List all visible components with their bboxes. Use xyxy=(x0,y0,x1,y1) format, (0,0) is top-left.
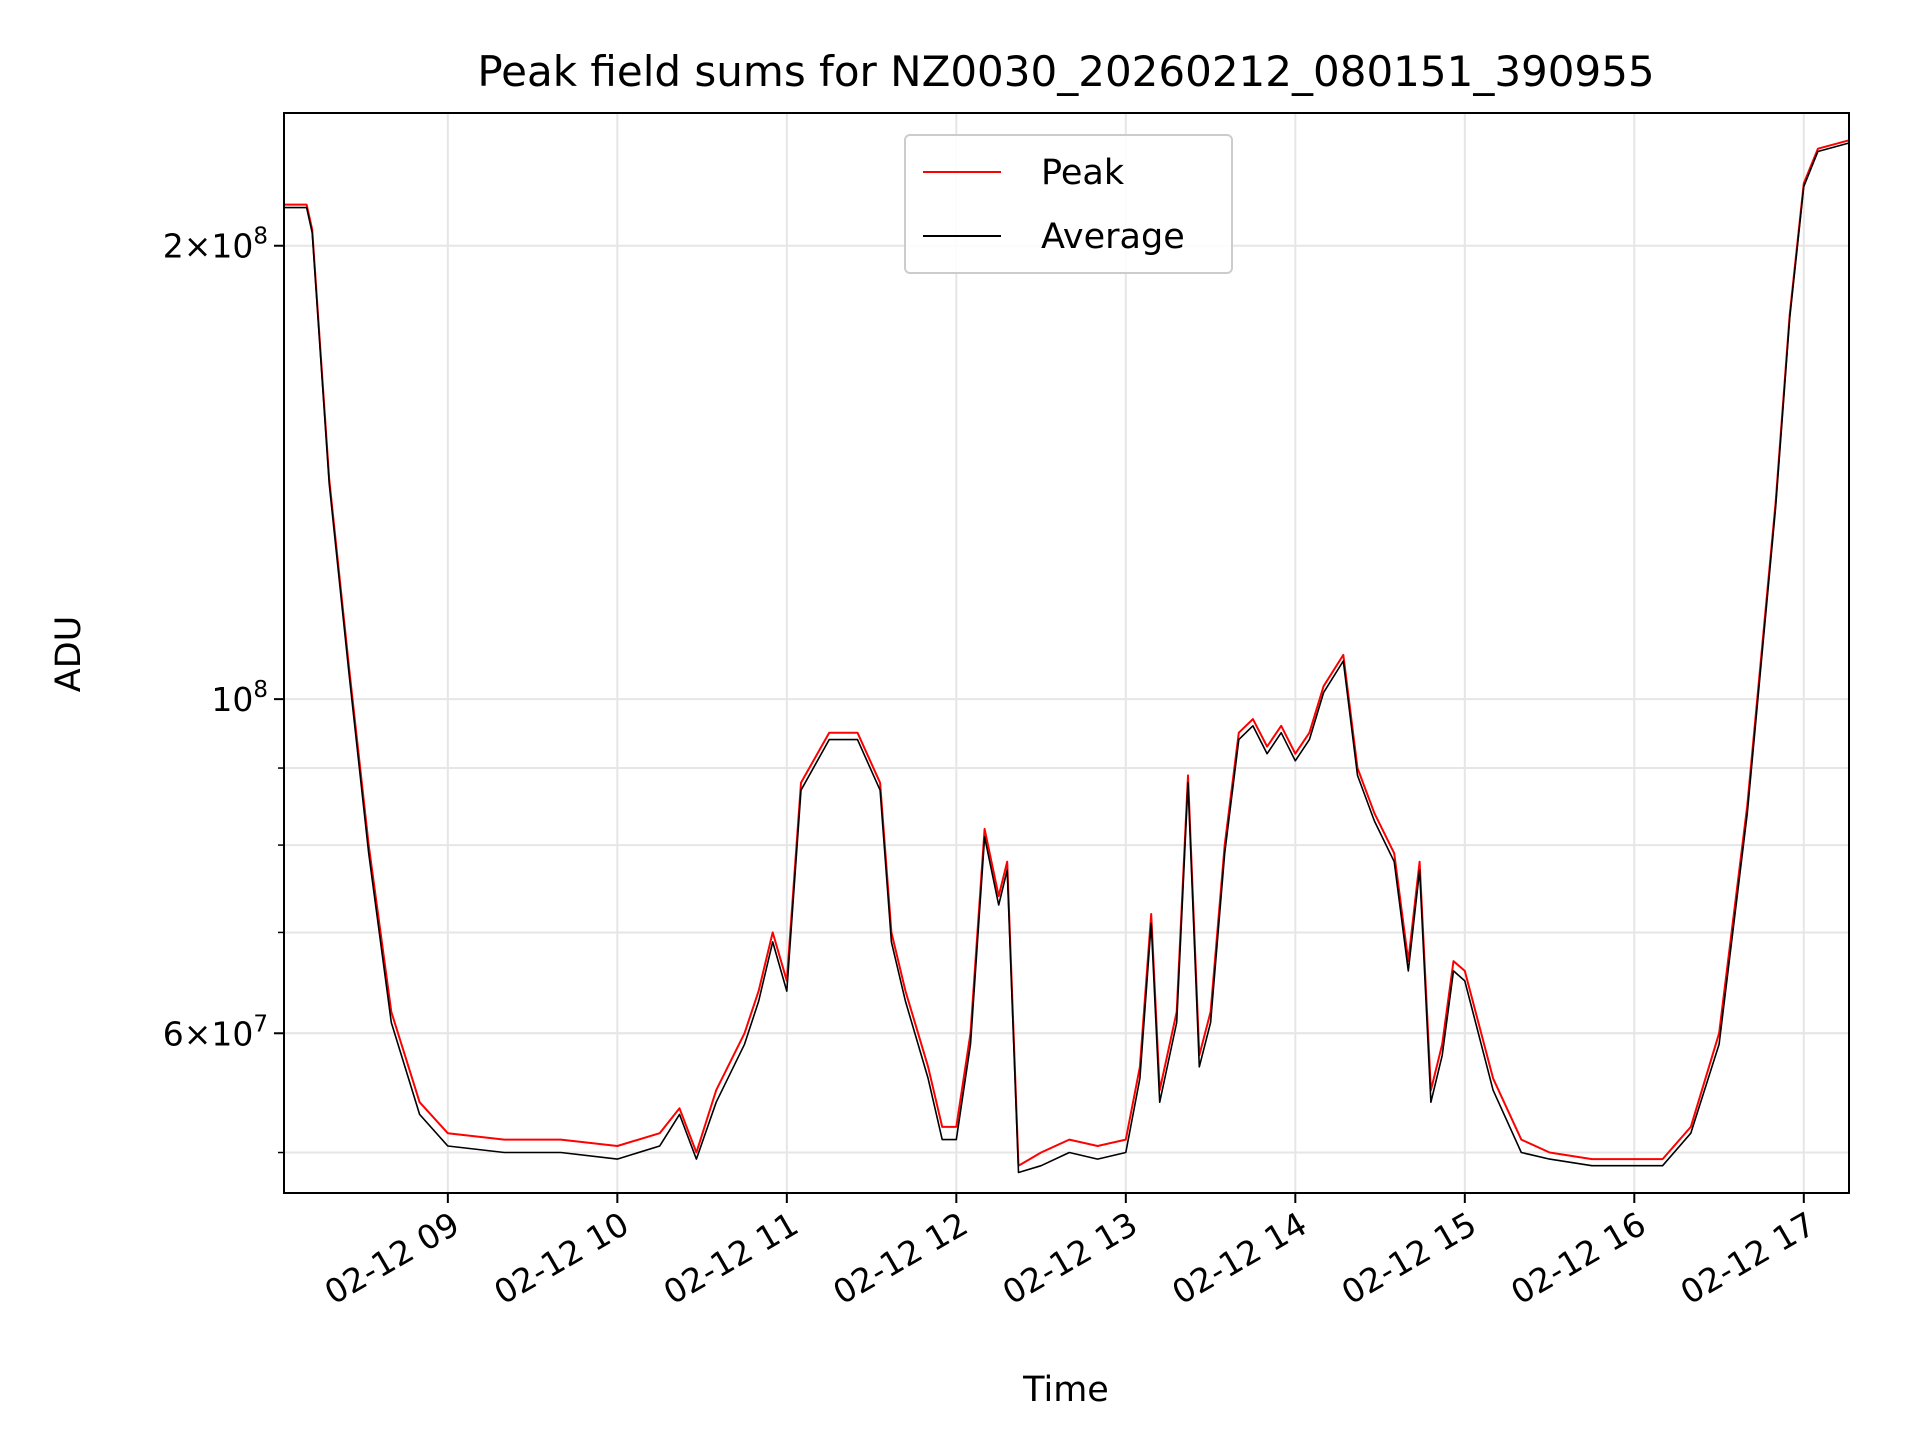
legend-label-average: Average xyxy=(1041,217,1185,257)
y-tick-mantissa: 2 xyxy=(163,227,184,266)
legend-box xyxy=(904,134,1233,274)
legend: Peak Average xyxy=(904,134,1233,274)
series-line-peak xyxy=(284,139,1850,1167)
legend-label-peak: Peak xyxy=(1041,153,1125,193)
y-tick-exponent: 8 xyxy=(253,677,268,703)
series-line-average xyxy=(284,142,1850,1174)
y-tick-label: 6×107 xyxy=(163,1011,268,1053)
y-tick-mantissa: 6 xyxy=(163,1014,184,1053)
y-tick-label: 2×108 xyxy=(163,224,268,266)
y-tick-exponent: 7 xyxy=(253,1011,268,1037)
chart-title: Peak field sums for NZ0030_20260212_0801… xyxy=(477,47,1654,96)
y-axis-title: ADU xyxy=(49,616,89,693)
y-tick-exponent: 8 xyxy=(253,224,268,250)
y-tick-times: ×10 xyxy=(184,227,254,266)
y-tick-label: 108 xyxy=(211,677,268,719)
y-tick-times: ×10 xyxy=(184,1014,254,1053)
plot-frame xyxy=(283,112,1850,1194)
x-axis-title: Time xyxy=(1022,1370,1109,1410)
y-tick-base: 10 xyxy=(211,680,253,719)
series-layer xyxy=(284,139,1850,1174)
